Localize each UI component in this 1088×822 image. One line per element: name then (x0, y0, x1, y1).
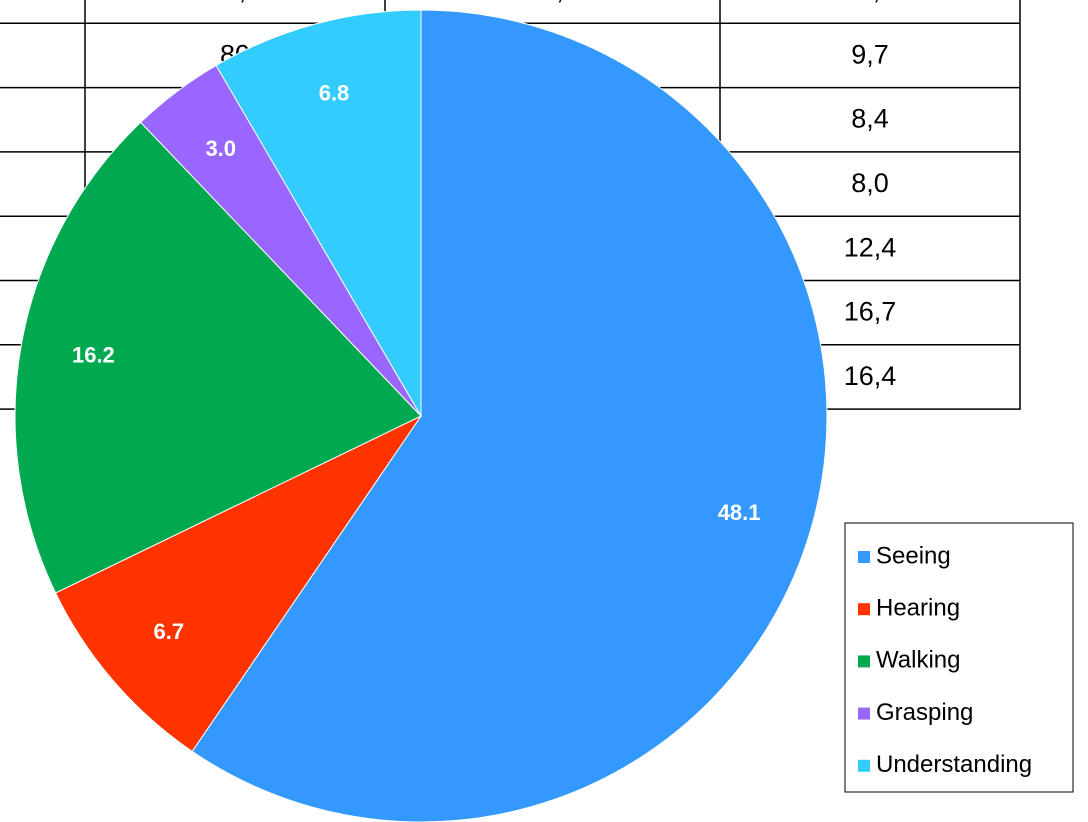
table-cell: 8,4 (851, 104, 889, 134)
legend-swatch (858, 707, 870, 720)
table-cell: 16,4 (844, 361, 897, 391)
data-label: 16.2 (72, 343, 115, 368)
legend-label: Hearing (876, 595, 960, 622)
legend-box (844, 522, 1074, 793)
pie-slice (54, 414, 423, 753)
legend-swatch (858, 655, 870, 668)
table-cell: 11,4 (845, 0, 896, 5)
legend: Seeing Hearing Walking Grasping Understandin… (844, 522, 1074, 793)
table-cell: 12,4 (844, 232, 897, 262)
data-label: 3.0 (205, 136, 236, 161)
table-cell: 8,0 (851, 168, 889, 198)
legend-label: Seeing (876, 542, 951, 569)
table-cell: 9,7 (851, 39, 889, 69)
pie-slice (14, 121, 422, 594)
table-cell: 71,7 (209, 0, 262, 5)
legend-label: Grasping (876, 699, 973, 726)
legend-swatch (858, 759, 870, 772)
legend-swatch (858, 603, 870, 616)
data-label: 6.8 (319, 80, 350, 105)
pie-slice (215, 9, 422, 418)
data-label: 6.7 (154, 619, 185, 644)
table-cell: 16,9 (526, 0, 579, 5)
table-cell: 16,7 (844, 297, 897, 327)
data-label: 48.1 (718, 500, 761, 525)
pie-chart: 48.1 6.7 16.2 3.0 6.8 (14, 9, 828, 822)
legend-swatch (858, 551, 870, 563)
legend-label: Understanding (876, 751, 1032, 778)
legend-label: Walking (876, 647, 960, 674)
